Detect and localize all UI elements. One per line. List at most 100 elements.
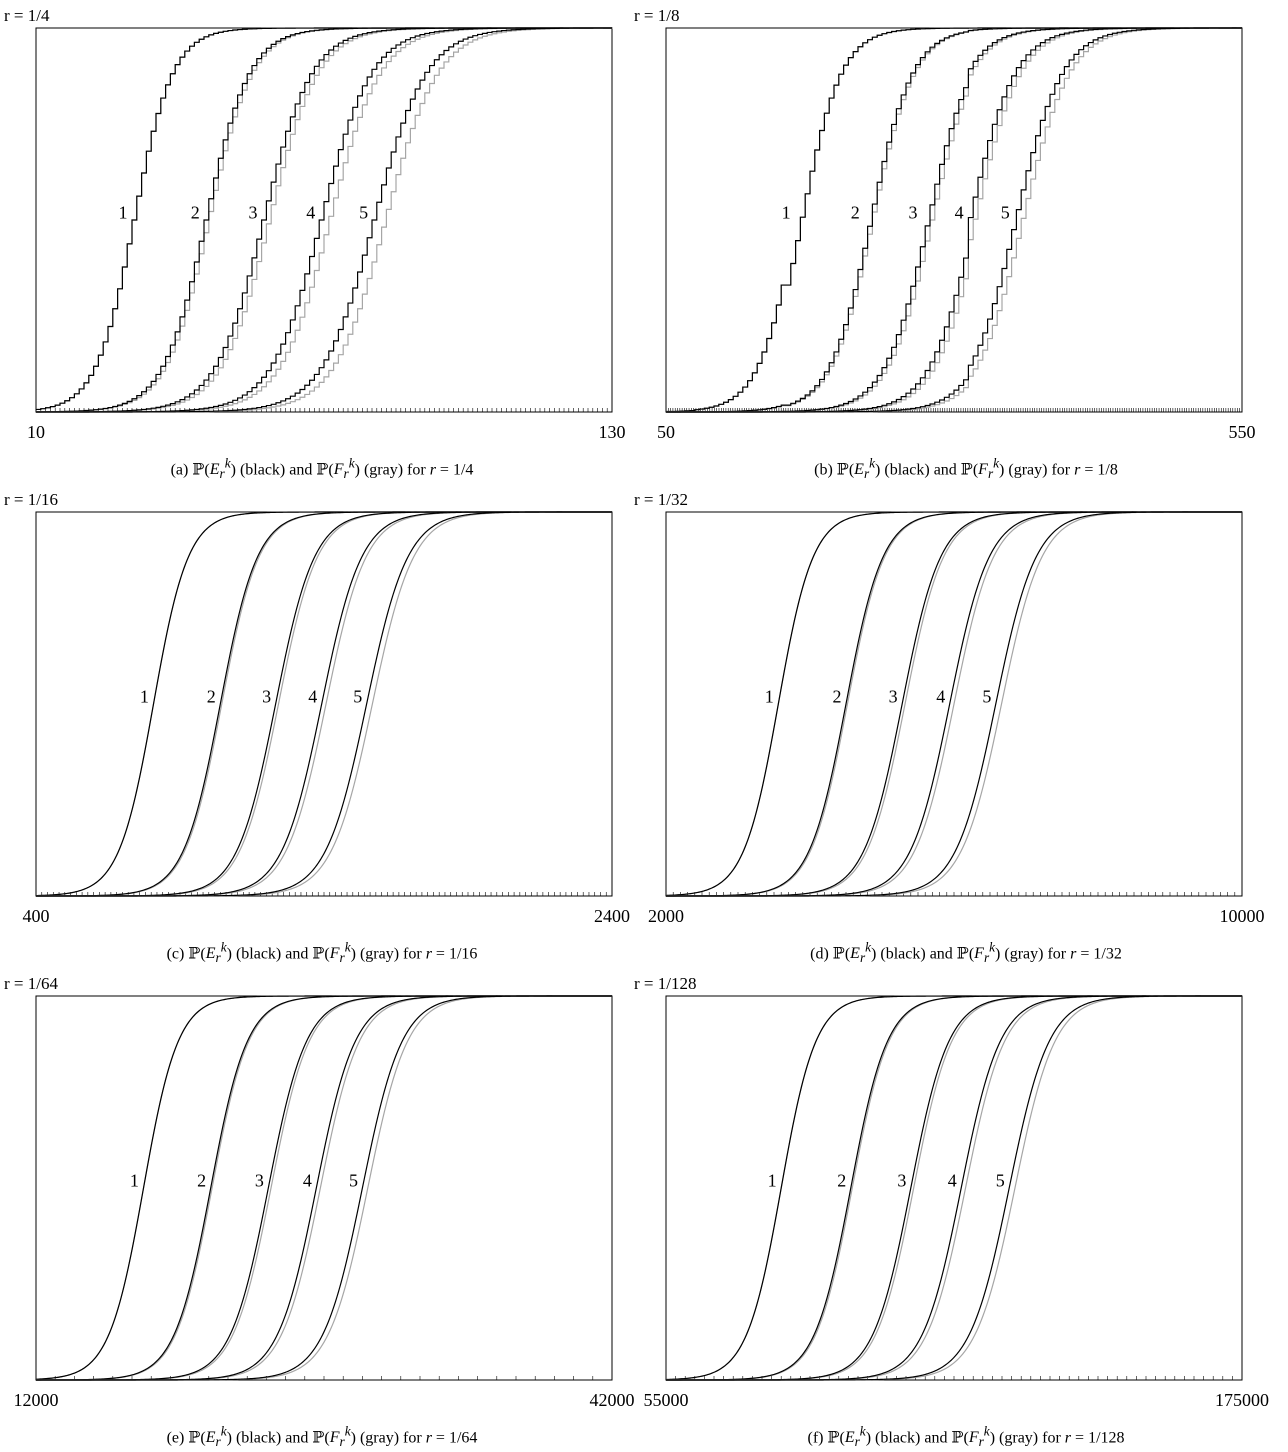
curve-black-k4	[36, 995, 612, 1381]
chart-panel-d: r = 1/32 2000 10000 1 2 3 4 5 (d) ℙ(Erk) (black…	[634, 484, 1288, 968]
curve-label-k4: 4	[306, 202, 315, 222]
curve-label-k3: 3	[908, 202, 917, 222]
caption-gray: (gray)	[363, 461, 404, 479]
caption-tag: (a)	[170, 461, 189, 479]
caption-black: (black)	[239, 461, 286, 479]
curve-gray-k5	[36, 511, 612, 897]
curve-gray-k1	[35, 995, 612, 1380]
curve-label-k3: 3	[897, 1170, 906, 1190]
curve-gray-k4	[36, 511, 612, 897]
r-label: r = 1/32	[634, 490, 688, 509]
curve-gray-k2	[36, 511, 612, 897]
caption-gray: (gray)	[1008, 461, 1048, 479]
curve-label-k5: 5	[982, 686, 991, 706]
x-tick-label-min: 400	[23, 906, 50, 926]
r-label: r = 1/128	[634, 974, 696, 993]
curve-label-k1: 1	[119, 202, 128, 222]
chart-panel-c: r = 1/16 400 2400 1 2 3 4 5 (c) ℙ(Erk) (black) …	[0, 484, 644, 968]
curve-black-k2	[36, 995, 612, 1381]
curve-gray-k4	[666, 511, 1242, 897]
curve-label-k3: 3	[249, 202, 258, 222]
r-label: r = 1/4	[4, 6, 50, 25]
caption-for: for	[403, 1429, 422, 1447]
r-label: r = 1/16	[4, 490, 58, 509]
caption-black: (black)	[880, 945, 926, 963]
caption-for: for	[1047, 945, 1067, 963]
r-label: r = 1/64	[4, 974, 58, 993]
curve-black-k3	[36, 995, 612, 1381]
caption-for: for	[1042, 1429, 1061, 1447]
chart-svg-a: r = 1/4 10 130 1 2 3 4 5	[4, 6, 626, 442]
caption-tag: (d)	[810, 945, 829, 963]
caption-and: and	[924, 1429, 948, 1447]
caption-r: 1/64	[448, 1429, 478, 1447]
plot-frame	[35, 995, 613, 1381]
caption-c: (c) ℙ(Erk) (black) and ℙ(Frk) (gray) for…	[166, 940, 478, 966]
curve-black-k3	[36, 511, 612, 897]
caption-tag: (b)	[814, 461, 833, 479]
curve-label-k2: 2	[837, 1170, 846, 1190]
caption-gray: (gray)	[359, 1429, 400, 1447]
curve-label-k1: 1	[782, 202, 791, 222]
caption-and: and	[285, 945, 309, 963]
curve-label-k5: 5	[349, 1170, 358, 1190]
curve-label-k2: 2	[832, 686, 841, 706]
caption-black: (black)	[884, 461, 930, 479]
curve-black-k5	[666, 995, 1242, 1381]
curve-gray-k3	[36, 511, 612, 897]
curve-label-k1: 1	[140, 686, 149, 706]
curve-black-k5	[36, 27, 612, 413]
curve-gray-k3	[36, 995, 612, 1381]
curve-black-k5	[36, 511, 612, 897]
plot-frame	[35, 511, 613, 897]
curve-label-k5: 5	[353, 686, 362, 706]
caption-black: (black)	[875, 1429, 921, 1447]
x-tick-label-min: 50	[657, 422, 675, 442]
curve-gray-k5	[36, 995, 612, 1381]
curve-label-k1: 1	[130, 1170, 139, 1190]
curve-label-k5: 5	[1001, 202, 1010, 222]
curve-label-k5: 5	[996, 1170, 1005, 1190]
curve-label-k5: 5	[359, 202, 368, 222]
caption-e: (e) ℙ(Erk) (black) and ℙ(Frk) (gray) for…	[166, 1424, 478, 1450]
curve-label-k2: 2	[191, 202, 200, 222]
curve-label-k2: 2	[207, 686, 216, 706]
curve-black-k1	[35, 995, 612, 1380]
chart-panel-a: r = 1/4 10 130 1 2 3 4 5 (a) ℙ(Erk) (black) and…	[0, 0, 644, 484]
chart-svg-e: r = 1/64 12000 42000 1 2 3 4 5	[4, 974, 635, 1410]
caption-r: 1/8	[1097, 461, 1118, 479]
curve-black-k5	[666, 511, 1242, 897]
caption-black: (black)	[235, 945, 282, 963]
chart-panel-b: r = 1/8 50 550 1 2 3 4 5 (b) ℙ(Erk) (black) and…	[634, 0, 1288, 484]
caption-gray: (gray)	[1004, 945, 1044, 963]
curve-label-k3: 3	[262, 686, 271, 706]
caption-for: for	[1051, 461, 1071, 479]
x-tick-label-max: 130	[599, 422, 626, 442]
caption-for: for	[403, 945, 422, 963]
caption-b: (b) ℙ(Erk) (black) and ℙ(Frk) (gray) for…	[814, 456, 1118, 482]
curve-label-k4: 4	[955, 202, 964, 222]
curve-label-k2: 2	[851, 202, 860, 222]
caption-tag: (e)	[166, 1429, 185, 1447]
caption-for: for	[407, 461, 426, 479]
curve-gray-k4	[36, 995, 612, 1381]
caption-r: 1/32	[1093, 945, 1122, 963]
x-tick-label-max: 550	[1229, 422, 1256, 442]
curve-label-k3: 3	[255, 1170, 264, 1190]
curve-label-k2: 2	[197, 1170, 206, 1190]
chart-svg-b: r = 1/8 50 550 1 2 3 4 5	[634, 6, 1256, 442]
x-tick-label-min: 55000	[644, 1390, 689, 1410]
curve-label-k4: 4	[948, 1170, 957, 1190]
curve-label-k3: 3	[889, 686, 898, 706]
x-tick-label-max: 42000	[590, 1390, 635, 1410]
x-tick-label-min: 12000	[14, 1390, 59, 1410]
curve-black-k2	[36, 511, 612, 897]
chart-panel-e: r = 1/64 12000 42000 1 2 3 4 5 (e) ℙ(Erk) (blac…	[0, 968, 644, 1452]
curve-gray-k2	[35, 995, 612, 1381]
caption-black: (black)	[235, 1429, 282, 1447]
x-minor-ticks	[665, 892, 1243, 896]
chart-svg-d: r = 1/32 2000 10000 1 2 3 4 5	[634, 490, 1265, 926]
caption-gray: (gray)	[359, 945, 400, 963]
curve-gray-k1	[35, 511, 612, 897]
curve-black-k5	[36, 995, 612, 1381]
